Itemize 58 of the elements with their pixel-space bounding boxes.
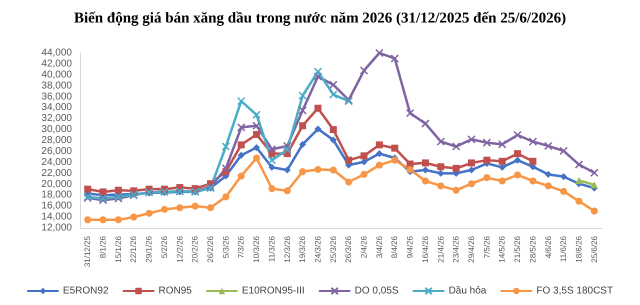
x-tick-label: 20/2/26: [190, 235, 200, 263]
x-tick-label: 5/3/26: [221, 235, 230, 258]
x-tick-label: 3/4/26: [374, 235, 384, 258]
x-tick-label: 9/4/26: [406, 235, 415, 258]
y-tick-label: 22,000: [41, 168, 72, 179]
legend-label: RON95: [158, 286, 192, 296]
x-tick-label: 31/12/25: [83, 235, 92, 268]
x-tick-label: 29/1/26: [144, 235, 154, 263]
y-tick-label: 38,000: [41, 80, 72, 92]
x-tick-label: 7/3/26: [236, 235, 246, 258]
x-tick-label: 26/2/26: [206, 235, 215, 263]
x-tick-label: 19/3/26: [298, 235, 308, 263]
x-tick-label: 26/3/26: [344, 235, 354, 263]
x-tick-label: 8/1/26: [98, 235, 108, 258]
x-tick-label: 29/4/26: [467, 235, 476, 263]
y-tick-label: 42,000: [41, 58, 72, 70]
y-tick-label: 18,000: [41, 190, 72, 201]
chart-title: Biến động giá bán xăng dầu trong nước năm 2026 (31/12/2025 đến 25/6/2026): [74, 10, 566, 26]
y-tick-label: 34,000: [41, 102, 72, 114]
x-tick-label: 14/5/26: [498, 235, 507, 263]
x-tick-label: 28/5/26: [528, 235, 538, 263]
y-tick-label: 20,000: [41, 178, 72, 190]
x-tick-label: 22/1/26: [129, 235, 138, 263]
legend-label: E10RON95-III: [242, 286, 305, 296]
x-tick-label: 25/6/26: [590, 235, 599, 263]
legend-label: Dầu hỏa: [448, 286, 487, 296]
x-tick-label: 11/3/26: [267, 235, 276, 262]
legend-label: E5RON92: [62, 286, 109, 296]
y-tick-label: 40,000: [41, 69, 72, 80]
y-tick-label: 32,000: [41, 113, 72, 124]
x-tick-label: 12/2/26: [175, 235, 184, 263]
y-tick-label: 30,000: [41, 124, 72, 136]
x-tick-label: 12/3/26: [282, 235, 292, 263]
y-tick-label: 24,000: [41, 156, 72, 168]
x-tick-label: 7/5/26: [482, 235, 492, 258]
y-tick-label: 16,000: [41, 200, 72, 212]
x-tick-label: 10/3/26: [252, 235, 262, 263]
legend-label: FO 3,5S 180CST: [536, 286, 614, 296]
x-tick-label: 24/3/26: [313, 235, 322, 263]
x-tick-label: 11/6/26: [559, 235, 568, 262]
legend-label: DO 0,05S: [354, 286, 399, 296]
y-tick-label: 12,000: [41, 222, 72, 234]
x-tick-label: 25/3/26: [328, 235, 338, 263]
x-tick-label: 16/4/26: [420, 235, 430, 263]
x-tick-label: 18/6/26: [574, 235, 584, 263]
y-tick-label: 14,000: [41, 212, 72, 223]
y-tick-label: 44,000: [41, 48, 72, 58]
x-tick-label: 5/2/26: [160, 235, 169, 258]
y-tick-label: 28,000: [41, 135, 72, 146]
y-tick-label: 36,000: [41, 91, 72, 102]
y-tick-label: 26,000: [41, 146, 72, 157]
x-tick-label: 15/1/26: [114, 235, 123, 263]
x-tick-label: 8/4/26: [390, 235, 400, 258]
x-tick-label: 2/4/26: [360, 235, 369, 258]
x-tick-label: 4/6/26: [544, 235, 553, 258]
x-tick-label: 23/4/26: [452, 235, 461, 263]
x-tick-label: 21/4/26: [436, 235, 446, 263]
x-tick-label: 21/5/26: [513, 235, 522, 263]
